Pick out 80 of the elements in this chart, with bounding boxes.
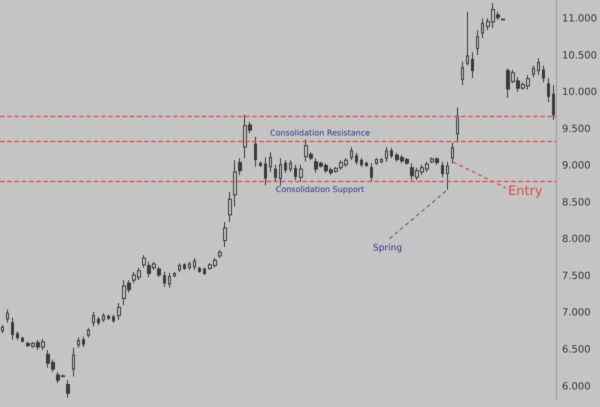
annotation: Spring	[373, 244, 402, 254]
candlestick	[223, 222, 227, 248]
candlestick	[547, 77, 550, 103]
candlestick	[97, 316, 100, 326]
candlestick	[168, 272, 171, 288]
y-tick-label: 6.500	[562, 344, 591, 356]
y-tick-label: 9.000	[562, 160, 591, 172]
annotation: Entry	[508, 184, 543, 199]
candlestick	[355, 152, 358, 166]
candlestick	[183, 262, 186, 270]
candlestick	[385, 146, 388, 162]
candlestick	[66, 380, 70, 398]
candlestick	[542, 64, 545, 83]
candlestick	[451, 142, 454, 164]
candlestick	[92, 311, 95, 327]
candlestick	[471, 52, 474, 78]
candlestick	[532, 64, 535, 78]
candlestick	[456, 106, 459, 144]
candlestick	[198, 266, 201, 274]
y-tick-label: 8.500	[562, 197, 591, 208]
candlestick	[157, 266, 161, 278]
y-tick-label: 6.000	[562, 381, 591, 392]
candlestick	[476, 30, 479, 56]
candlestick	[218, 250, 222, 259]
y-tick-label: 7.500	[562, 270, 591, 282]
candlestick	[294, 164, 297, 181]
y-tick-label: 9.500	[562, 124, 591, 135]
y-tick-label: 8.000	[562, 234, 591, 246]
candlestick	[11, 317, 14, 340]
ref-line-label: Consolidation Resistance	[270, 128, 370, 138]
candlestick	[466, 11, 469, 66]
candlestick	[365, 161, 368, 168]
y-tick-label: 11.000	[562, 14, 598, 25]
candlestick	[142, 254, 146, 268]
candlestick	[193, 258, 196, 270]
ref-line-label: Consolidation Support	[276, 185, 364, 194]
candlestick	[6, 309, 9, 324]
candlestick	[254, 136, 257, 168]
candlestick	[390, 147, 393, 159]
candlestick	[228, 191, 232, 223]
candlestick	[77, 337, 80, 348]
candlestick	[299, 164, 303, 182]
candlestick	[441, 161, 444, 178]
candlestick	[446, 161, 449, 190]
y-tick-label: 7.000	[562, 308, 591, 319]
candlestick	[537, 58, 540, 76]
candlestick	[269, 152, 272, 173]
candlestick	[112, 314, 115, 324]
candlestick	[279, 158, 282, 186]
candlestick	[117, 302, 121, 320]
candlestick	[259, 161, 262, 168]
candlestick	[188, 261, 191, 270]
candlestick	[107, 314, 110, 320]
candlestick	[233, 160, 237, 208]
candlestick	[350, 146, 353, 161]
candlestick	[87, 327, 90, 338]
candlestick	[289, 160, 292, 173]
candlestick	[16, 331, 19, 340]
candlestick	[360, 158, 363, 168]
candlestick	[370, 162, 373, 182]
candlestick	[21, 336, 24, 344]
candlestick	[163, 272, 166, 288]
candlestick	[72, 347, 75, 377]
y-tick-label: 10.000	[562, 87, 598, 98]
candlestick	[380, 158, 383, 164]
candlestick	[173, 272, 176, 278]
candlestick	[203, 267, 206, 276]
candlestick	[274, 164, 277, 182]
candlestick	[102, 312, 105, 323]
candlestick	[481, 18, 484, 39]
y-tick-label: 10.500	[562, 50, 598, 62]
candlestick	[238, 158, 242, 176]
candlestick	[375, 158, 378, 166]
candlestick	[461, 61, 464, 86]
candlestick	[1, 324, 4, 334]
candlestick	[284, 160, 287, 174]
candlestick	[552, 84, 555, 120]
candlestick	[178, 262, 181, 273]
candlestick	[264, 156, 267, 186]
candlestick	[82, 336, 85, 348]
